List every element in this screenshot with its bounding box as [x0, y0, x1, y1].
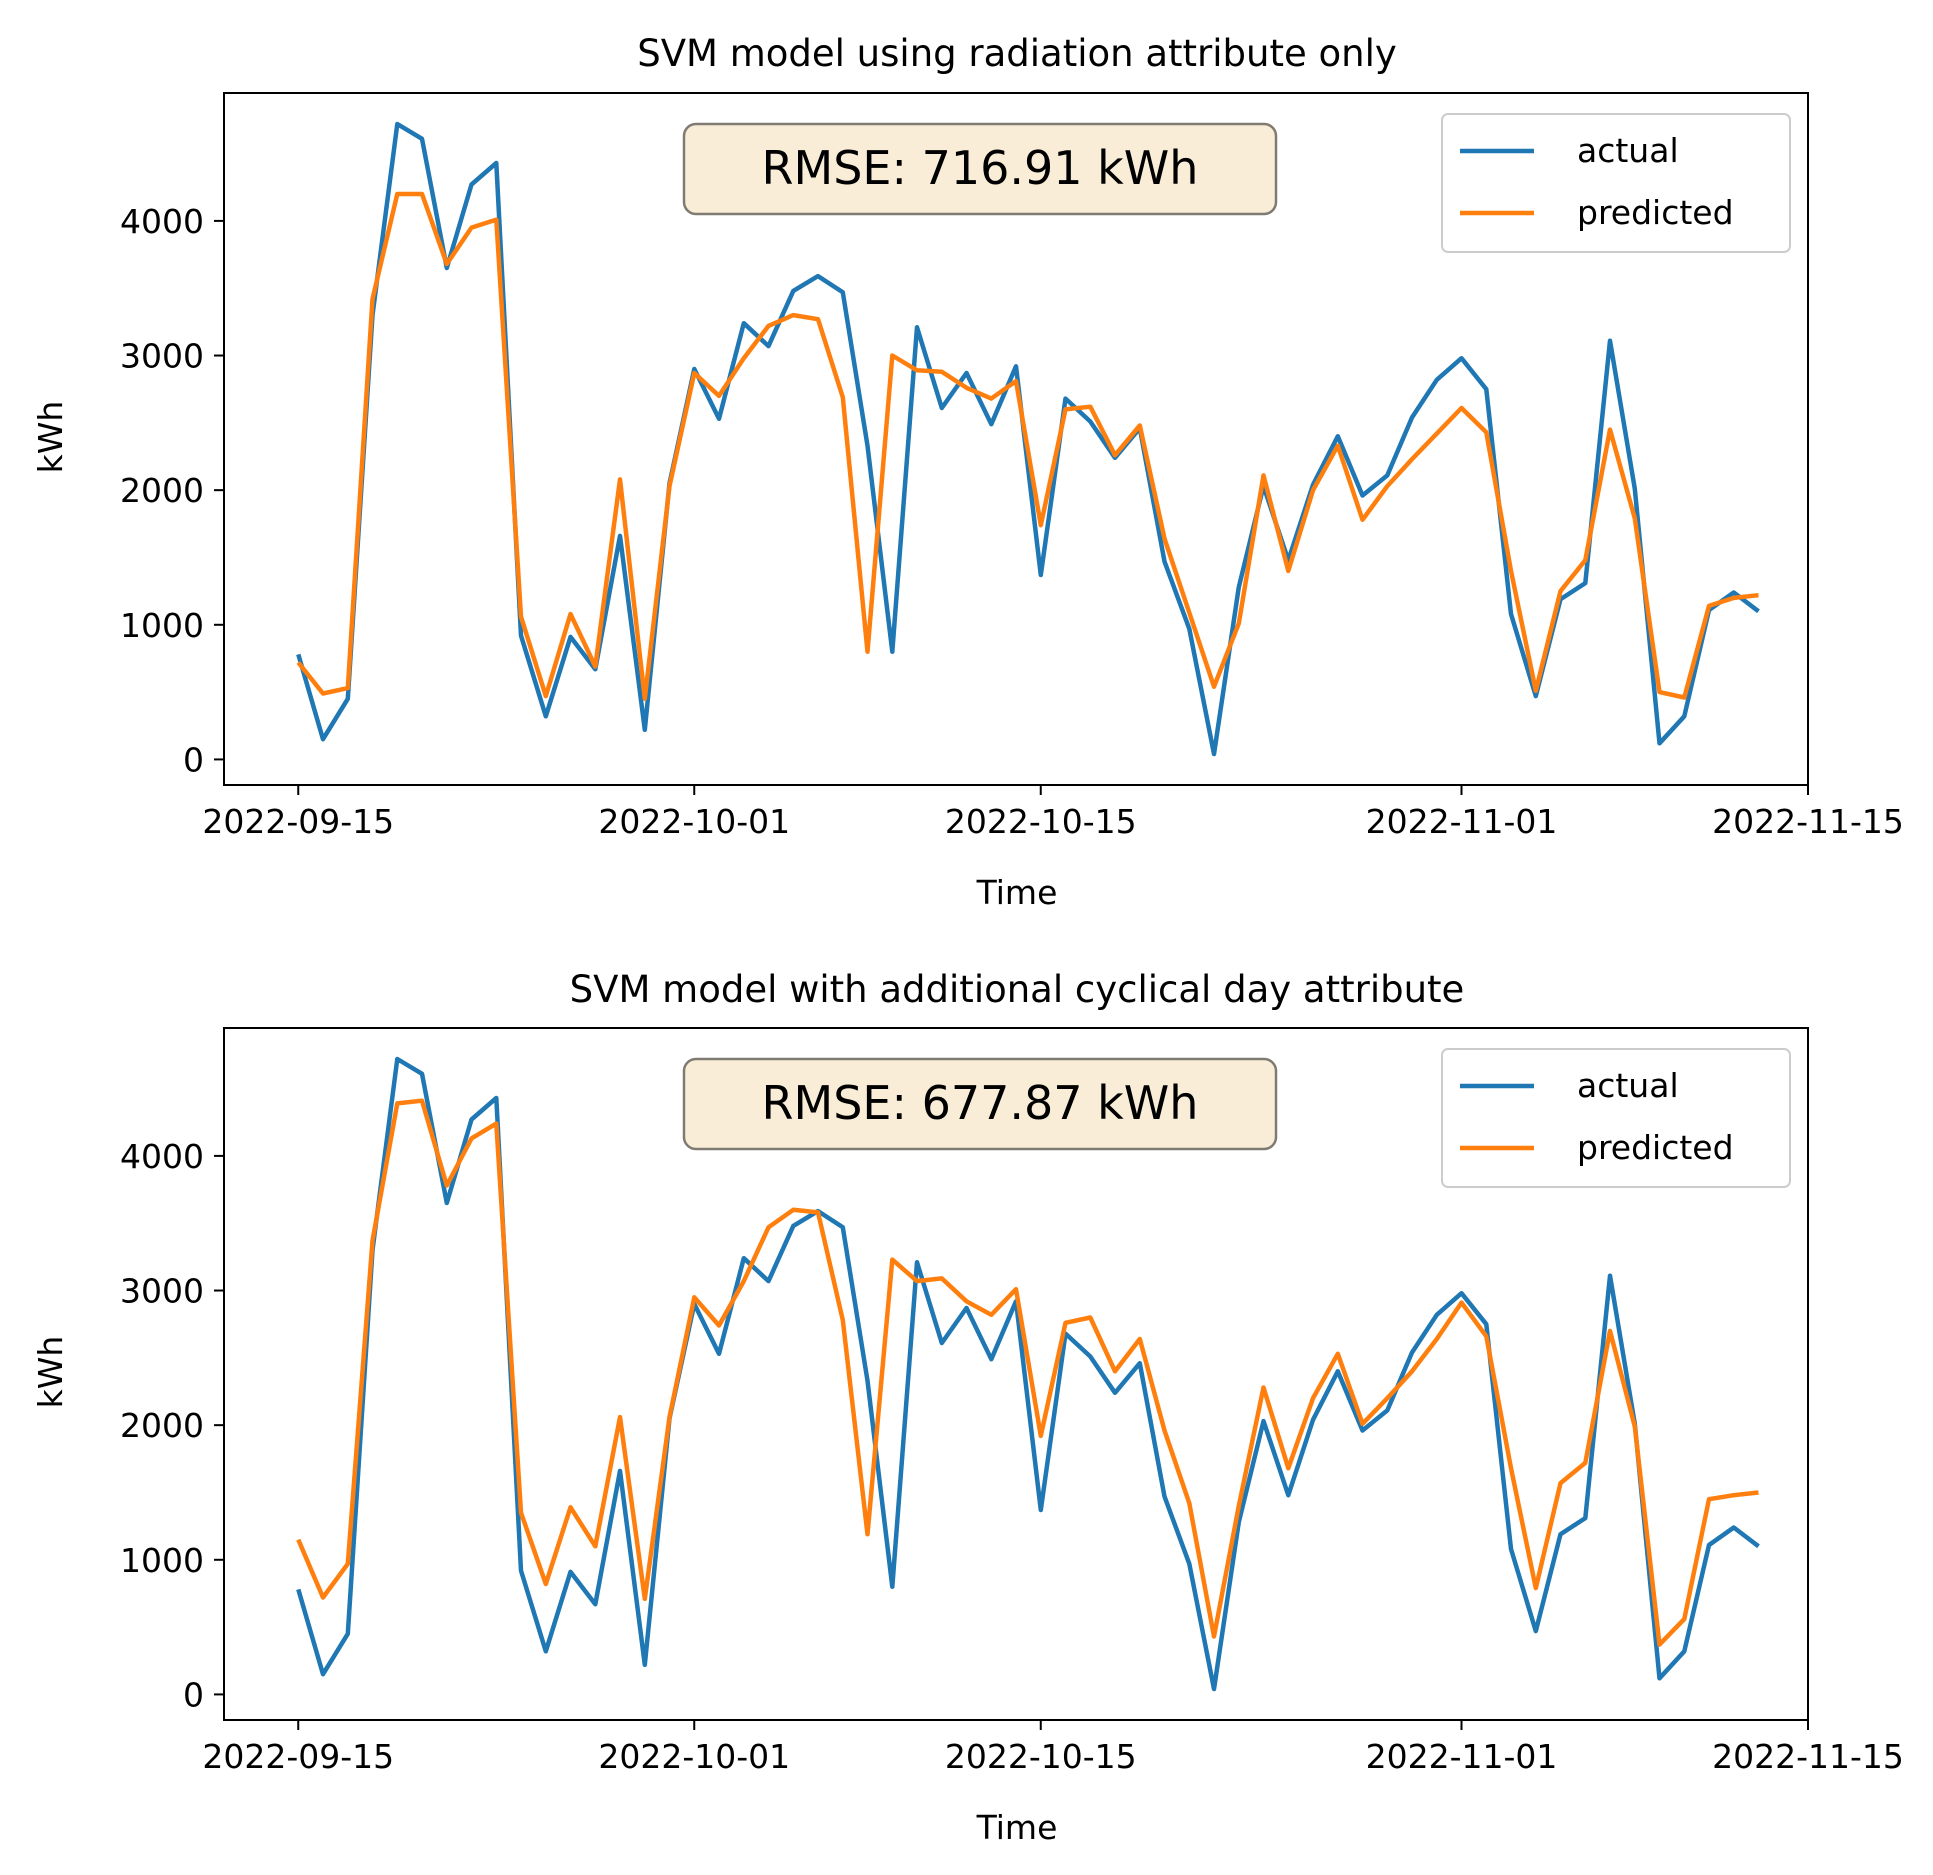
rmse-text: RMSE: 716.91 kWh [762, 141, 1199, 195]
rmse-box [682, 122, 1278, 216]
legend-label-actual: actual [1577, 131, 1679, 170]
x-tick-label: 2022-10-01 [598, 1737, 790, 1776]
x-tick-label: 2022-09-15 [202, 802, 394, 841]
x-tick-label: 2022-11-15 [1712, 1737, 1904, 1776]
y-tick-label: 4000 [120, 1137, 204, 1176]
legend: actual predicted [1441, 113, 1791, 253]
y-tick-label: 0 [183, 740, 204, 779]
rmse-annotation: RMSE: 716.91 kWh [682, 122, 1278, 216]
x-tick-label: 2022-10-15 [945, 1737, 1137, 1776]
y-tick-label: 2000 [120, 1406, 204, 1445]
y-tick-label: 3000 [120, 1272, 204, 1311]
y-tick-label: 1000 [120, 606, 204, 645]
x-tick-label: 2022-11-15 [1712, 802, 1904, 841]
series-line-actual [296, 1056, 1760, 1692]
x-axis-label: Time [976, 1808, 1058, 1847]
x-axis-label: Time [976, 873, 1058, 912]
x-tick-label: 2022-11-01 [1366, 802, 1558, 841]
y-tick-label: 1000 [120, 1541, 204, 1580]
chart-panel-bottom: SVM model with additional cyclical day a… [31, 968, 1904, 1847]
axes-frame [223, 92, 1809, 786]
x-tick-label: 2022-10-01 [598, 802, 790, 841]
legend-box [1441, 1048, 1791, 1188]
y-axis-label: kWh [31, 401, 70, 474]
rmse-box [682, 1057, 1278, 1151]
chart-panel-top: SVM model using radiation attribute only… [31, 32, 1904, 912]
rmse-annotation: RMSE: 677.87 kWh [682, 1057, 1278, 1151]
series-line-predicted [296, 1098, 1759, 1647]
y-tick-label: 0 [183, 1675, 204, 1714]
legend-label-predicted: predicted [1577, 193, 1734, 232]
y-tick-label: 3000 [120, 337, 204, 376]
y-tick-label: 2000 [120, 471, 204, 510]
legend-box [1441, 113, 1791, 253]
plot-area: 2022-09-15 2022-10-01 2022-10-15 2022-11-01… [120, 92, 1904, 841]
legend-label-actual: actual [1577, 1066, 1679, 1105]
axes-frame [223, 1027, 1809, 1721]
y-axis-label: kWh [31, 1336, 70, 1409]
y-tick-label: 4000 [120, 202, 204, 241]
series-line-predicted [296, 191, 1759, 702]
legend: actual predicted [1441, 1048, 1791, 1188]
series-line-actual [296, 121, 1760, 757]
x-tick-label: 2022-11-01 [1366, 1737, 1558, 1776]
x-tick-label: 2022-09-15 [202, 1737, 394, 1776]
rmse-text: RMSE: 677.87 kWh [762, 1076, 1199, 1130]
plot-area: 2022-09-15 2022-10-01 2022-10-15 2022-11-01… [120, 1027, 1904, 1776]
x-tick-label: 2022-10-15 [945, 802, 1137, 841]
chart-title: SVM model using radiation attribute only [637, 32, 1397, 75]
legend-label-predicted: predicted [1577, 1128, 1734, 1167]
chart-title: SVM model with additional cyclical day a… [570, 968, 1465, 1011]
